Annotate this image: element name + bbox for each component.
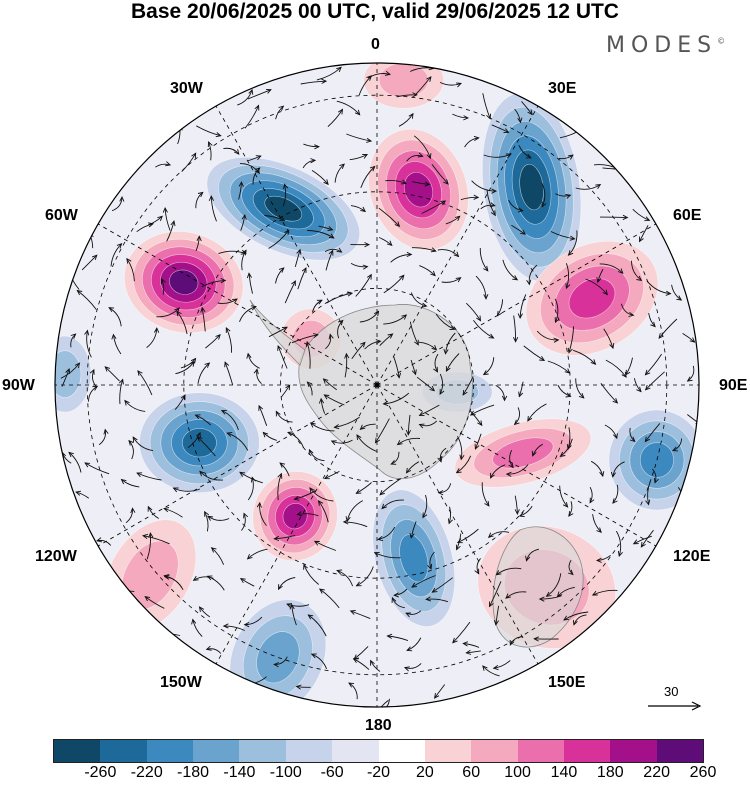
colorbar-tick-label: -20	[367, 764, 390, 782]
colorbar-tick-label: 100	[504, 764, 531, 782]
colorbar-swatch	[425, 740, 471, 762]
colorbar-swatch	[610, 740, 656, 762]
anomaly-contour	[182, 428, 216, 457]
anomaly-contour	[49, 351, 81, 398]
colorbar-swatch	[147, 740, 193, 762]
colorbar-swatch	[657, 740, 703, 762]
colorbar-swatch	[239, 740, 285, 762]
lon-label-30e: 30E	[548, 80, 576, 98]
lon-label-30w: 30W	[170, 80, 203, 98]
colorbar-swatch	[193, 740, 239, 762]
colorbar-swatch	[471, 740, 517, 762]
wind-vector-head	[683, 499, 687, 504]
wind-vector-head	[578, 128, 583, 132]
colorbar-tick-label: 20	[416, 764, 434, 782]
modes-logo: MODES©	[606, 33, 725, 58]
colorbar-tick-label: -260	[84, 764, 116, 782]
colorbar-swatch	[518, 740, 564, 762]
map-title: Base 20/06/2025 00 UTC, valid 29/06/2025…	[0, 0, 750, 24]
wind-vector-head	[377, 708, 381, 713]
lon-label-90e: 90E	[719, 377, 747, 395]
colorbar-tick-label: 180	[597, 764, 624, 782]
positive-anomaly	[364, 52, 444, 108]
lon-label-60e: 60E	[673, 207, 701, 225]
wind-vector-head	[67, 268, 71, 273]
colorbar-tick-labels: -260 -220 -180 -140 -100 -60 -20 20 60 100 140 180 2…	[0, 764, 750, 784]
colorbar-tick-label: 140	[551, 764, 578, 782]
wind-vector-head	[117, 590, 122, 594]
lon-label-120e: 120E	[673, 548, 710, 566]
colorbar-tick-label: 220	[643, 764, 670, 782]
colorbar-swatch	[100, 740, 146, 762]
colorbar-swatch	[286, 740, 332, 762]
negative-anomaly	[39, 336, 91, 412]
lon-label-150w: 150W	[160, 674, 202, 692]
reference-vector-label: 30	[664, 684, 678, 699]
colorbar-tick-label: -60	[321, 764, 344, 782]
reference-vector	[648, 702, 700, 710]
colorbar-tick-label: -100	[270, 764, 302, 782]
lon-label-60w: 60W	[45, 207, 78, 225]
colorbar-swatch	[332, 740, 378, 762]
colorbar-tick-label: -140	[223, 764, 255, 782]
colorbar-swatch	[379, 740, 425, 762]
lon-label-90w: 90W	[2, 377, 35, 395]
colorbar-tick-label: 60	[462, 764, 480, 782]
wind-vector-head	[153, 633, 158, 637]
wind-vector-head	[244, 682, 249, 686]
colorbar-tick-label: -220	[131, 764, 163, 782]
wind-vector-head	[620, 167, 625, 171]
colorbar-swatch	[54, 740, 100, 762]
south-pole-marker	[375, 383, 380, 388]
colorbar-tick-label: -180	[177, 764, 209, 782]
colorbar-tick-label: 260	[690, 764, 717, 782]
lon-label-0: 0	[371, 36, 380, 54]
lon-label-180: 180	[365, 717, 392, 735]
wind-vector	[600, 217, 627, 218]
lon-label-150e: 150E	[548, 674, 585, 692]
negative-anomaly	[139, 393, 259, 493]
colorbar-swatch	[564, 740, 610, 762]
lon-label-120w: 120W	[35, 548, 77, 566]
colorbar	[53, 739, 704, 763]
